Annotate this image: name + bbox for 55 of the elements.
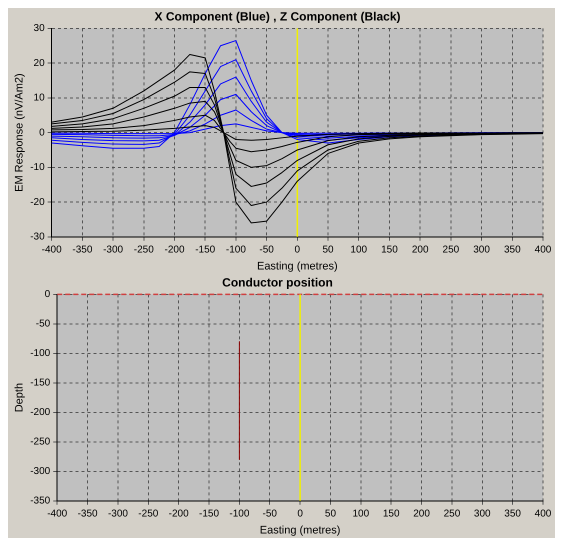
x-tick-label: 300 bbox=[473, 244, 490, 256]
y-tick-label: -150 bbox=[30, 378, 51, 389]
y-tick-label: 10 bbox=[34, 92, 46, 104]
x-tick-label: 400 bbox=[534, 508, 552, 520]
x-tick-label: -100 bbox=[229, 508, 250, 520]
x-tick-label: 350 bbox=[504, 508, 522, 520]
x-tick-label: -300 bbox=[103, 244, 124, 256]
x-tick-label: 0 bbox=[294, 244, 301, 256]
y-tick-label: -250 bbox=[30, 436, 51, 448]
x-tick-label: 0 bbox=[297, 508, 304, 520]
x-tick-label: -50 bbox=[262, 508, 278, 520]
x-tick-label: -250 bbox=[138, 508, 159, 520]
x-tick-label: 250 bbox=[444, 508, 461, 520]
y-tick-label: -300 bbox=[30, 466, 51, 478]
x-tick-label: 200 bbox=[412, 244, 429, 256]
x-axis-title: Easting (metres) bbox=[256, 260, 338, 272]
x-tick-label: -400 bbox=[47, 508, 68, 520]
x-tick-label: -400 bbox=[42, 244, 62, 256]
x-tick-label: -200 bbox=[164, 244, 185, 256]
y-tick-label: 20 bbox=[34, 58, 46, 69]
x-tick-label: -350 bbox=[72, 244, 93, 256]
chart-title: Conductor position bbox=[222, 276, 333, 290]
x-tick-label: 100 bbox=[350, 244, 368, 256]
y-tick-label: -50 bbox=[36, 318, 51, 330]
x-tick-label: 350 bbox=[504, 244, 522, 256]
y-axis-title: EM Response (nV/Am2) bbox=[14, 73, 26, 192]
x-tick-label: -350 bbox=[78, 508, 98, 520]
x-tick-label: 300 bbox=[474, 508, 492, 520]
y-tick-label: -20 bbox=[30, 196, 46, 208]
x-tick-label: 150 bbox=[382, 508, 400, 520]
x-tick-label: 250 bbox=[442, 244, 460, 256]
x-tick-label: 50 bbox=[324, 508, 336, 520]
y-tick-label: -200 bbox=[30, 407, 51, 418]
y-tick-label: -10 bbox=[30, 162, 46, 174]
x-tick-label: -150 bbox=[195, 244, 216, 256]
x-tick-label: 50 bbox=[322, 244, 334, 256]
x-tick-label: 400 bbox=[534, 244, 552, 256]
y-tick-label: 0 bbox=[39, 127, 46, 138]
x-tick-label: 200 bbox=[413, 508, 430, 520]
x-tick-label: -200 bbox=[168, 508, 190, 520]
y-axis-title: Depth bbox=[14, 382, 26, 412]
chart-title: X Component (Blue) , Z Component (Black) bbox=[154, 10, 400, 24]
x-tick-label: -50 bbox=[259, 244, 274, 256]
y-tick-label: 30 bbox=[34, 23, 46, 34]
y-tick-label: 0 bbox=[44, 289, 51, 300]
x-tick-label: 100 bbox=[352, 508, 370, 520]
y-tick-label: -100 bbox=[30, 348, 51, 360]
x-tick-label: -300 bbox=[108, 508, 128, 520]
x-tick-label: -100 bbox=[226, 244, 246, 256]
x-tick-label: 150 bbox=[381, 244, 398, 256]
y-tick-label: -350 bbox=[30, 496, 51, 507]
x-tick-label: -150 bbox=[199, 508, 220, 520]
y-tick-label: -30 bbox=[30, 232, 46, 243]
x-axis-title: Easting (metres) bbox=[260, 524, 340, 536]
x-tick-label: -250 bbox=[134, 244, 154, 256]
